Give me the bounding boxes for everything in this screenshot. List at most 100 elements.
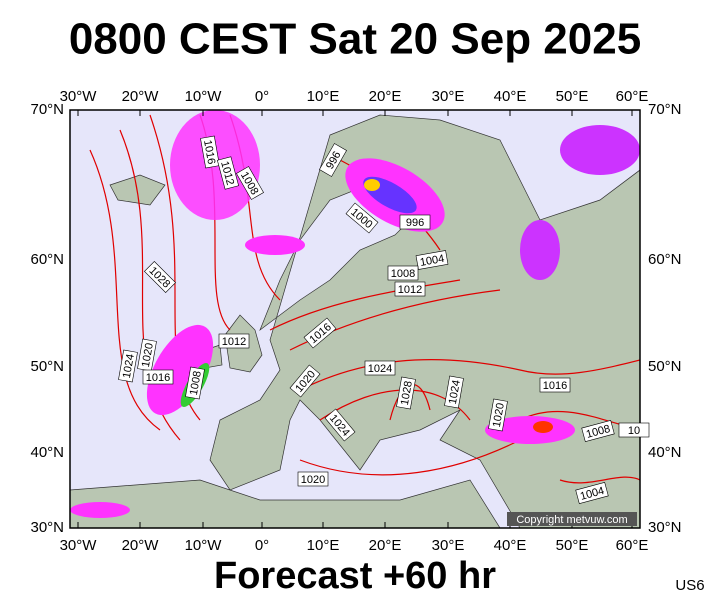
isobar-label-text: 1008 <box>188 370 204 396</box>
isobar-label-text: 1016 <box>146 372 170 384</box>
lat-label: 50°N <box>30 358 64 375</box>
lat-label: 50°N <box>648 358 682 375</box>
isobar-label: 1020 <box>297 471 329 487</box>
lat-label: 30°N <box>30 519 64 536</box>
isobar-label-bg <box>387 265 419 281</box>
isobar-label: 1024 <box>364 360 396 376</box>
lon-label: 10°E <box>307 537 340 554</box>
isobar-label-bg <box>185 366 205 400</box>
isobar-label: 10 <box>618 422 650 438</box>
isobar-label-bg <box>200 135 220 169</box>
lon-label: 50°E <box>556 537 589 554</box>
lon-label: 10°E <box>307 88 340 105</box>
isobar-label-text: 1016 <box>201 139 217 165</box>
isobar-label: 1008 <box>581 419 615 443</box>
isobar-label-bg <box>488 398 508 432</box>
map-area <box>70 110 640 528</box>
lon-label: 60°E <box>616 88 649 105</box>
lat-label: 30°N <box>648 519 682 536</box>
lon-label: 20°W <box>122 537 160 554</box>
isobar-label-bg <box>324 408 356 442</box>
isobar-label-text: 1016 <box>543 380 567 392</box>
lat-label: 60°N <box>30 251 64 268</box>
lon-label: 10°W <box>185 88 223 105</box>
isobar-label: 1016 <box>200 135 220 169</box>
isobar-label-text: 1024 <box>121 353 137 379</box>
isobar-label-bg <box>618 422 650 438</box>
model-code: US6 <box>675 577 704 594</box>
lat-label: 40°N <box>648 444 682 461</box>
isobar-label: 1012 <box>394 281 426 297</box>
isobar-label-text: 1012 <box>398 284 422 296</box>
lon-label: 20°W <box>122 88 160 105</box>
isobar-label-bg <box>297 471 329 487</box>
lon-label: 40°E <box>494 88 527 105</box>
isobar-label-text: 1020 <box>140 342 156 368</box>
isobar-label-text: 1012 <box>222 336 246 348</box>
isobar-label: 1028 <box>396 376 416 410</box>
isobar-label-bg <box>581 419 615 443</box>
lat-label: 70°N <box>648 101 682 118</box>
isobar-label-bg <box>415 250 449 270</box>
isobar-label: 1004 <box>415 250 449 270</box>
lon-label: 10°W <box>185 537 223 554</box>
forecast-label: Forecast +60 hr <box>214 555 496 597</box>
isobar-label-text: 1024 <box>447 379 463 405</box>
isobar-label-bg <box>236 166 264 200</box>
lon-label: 30°E <box>432 88 465 105</box>
isobar-label-bg <box>319 143 347 177</box>
isobar-label: 1024 <box>118 349 138 383</box>
copyright: Copyright metvuw.com <box>516 514 627 526</box>
isobar-label-bg <box>345 202 379 234</box>
lat-label: 60°N <box>648 251 682 268</box>
isobar-label-text: 996 <box>406 217 424 229</box>
isobar-label: 1016 <box>539 377 571 393</box>
isobar-label-text: 1024 <box>368 363 392 375</box>
isobar-label-text: 1028 <box>399 380 415 406</box>
lat-label: 40°N <box>30 444 64 461</box>
isobar-label-bg <box>289 364 321 398</box>
isobar-label: 1008 <box>387 265 419 281</box>
lon-label: 30°W <box>60 537 98 554</box>
isobar-label: 1012 <box>218 333 250 349</box>
isobar-label-bg <box>364 360 396 376</box>
isobar-label-bg <box>539 377 571 393</box>
isobar-label-bg <box>575 481 609 505</box>
isobar-label-text: 1008 <box>391 268 415 280</box>
isobar-label: 1024 <box>444 375 464 409</box>
lon-label: 20°E <box>369 88 402 105</box>
isobar-label-bg <box>216 156 240 190</box>
lat-label: 70°N <box>30 101 64 118</box>
isobar-label-bg <box>303 317 337 349</box>
lon-label: 20°E <box>369 537 402 554</box>
map-frame <box>69 109 641 529</box>
isobar-label-text: 1004 <box>419 253 445 269</box>
isobar-label-bg <box>218 333 250 349</box>
isobar-label: 996 <box>399 214 431 230</box>
isobar-label: 1004 <box>575 481 609 505</box>
isobar-label: 1020 <box>488 398 508 432</box>
isobar-label: 1016 <box>142 369 174 385</box>
isobar-label-bg <box>444 375 464 409</box>
labels: 30°W 30°W 20°W 20°W 10°W 10°W 0° 0° 10°E 10°E 20°E… <box>30 88 681 554</box>
isobar-label-text: 1020 <box>301 474 325 486</box>
isobar-label-bg <box>396 376 416 410</box>
lon-label: 30°W <box>60 88 98 105</box>
isobar-label-bg <box>142 369 174 385</box>
isobar-label-bg <box>144 261 176 293</box>
lon-label: 0° <box>255 537 269 554</box>
isobar-label-bg <box>399 214 431 230</box>
lon-label: 50°E <box>556 88 589 105</box>
isobar-label: 1008 <box>185 366 205 400</box>
isobar-label-bg <box>118 349 138 383</box>
isobar-label-bg <box>394 281 426 297</box>
title: 0800 CEST Sat 20 Sep 2025 <box>69 15 641 64</box>
lon-label: 60°E <box>616 537 649 554</box>
lon-label: 40°E <box>494 537 527 554</box>
lon-label: 30°E <box>432 537 465 554</box>
copyright-bg <box>507 512 637 526</box>
isobar-label-text: 10 <box>628 425 640 437</box>
lon-label: 0° <box>255 88 269 105</box>
isobar-label-text: 1020 <box>491 402 507 428</box>
